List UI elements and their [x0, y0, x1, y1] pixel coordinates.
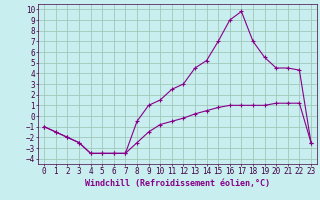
- X-axis label: Windchill (Refroidissement éolien,°C): Windchill (Refroidissement éolien,°C): [85, 179, 270, 188]
